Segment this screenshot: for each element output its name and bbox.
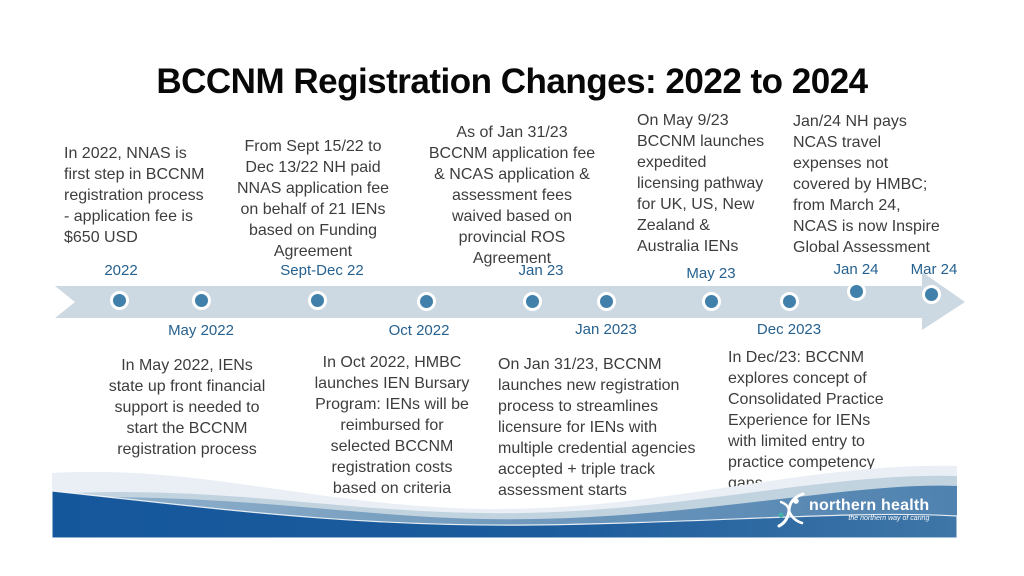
- event-note-dec-2023-detail: In Dec/23: BCCNM explores concept of Con…: [728, 349, 884, 492]
- timeline-dot-dec-2023: [780, 292, 799, 311]
- timeline-dot-oct-2022: [417, 292, 436, 311]
- event-note-oct-2022-detail: In Oct 2022, HMBC launches IEN Bursary P…: [314, 354, 470, 497]
- timeline-dot-may-23: [702, 292, 721, 311]
- timeline-dot-jan-23: [523, 292, 542, 311]
- event-note-jan-23: As of Jan 31/23 BCCNM application fee & …: [428, 124, 596, 267]
- northern-health-logo: northern health the northern way of cari…: [776, 490, 930, 532]
- northern-health-wordmark: northern health: [809, 497, 930, 514]
- timeline-date-label: Oct 2022: [388, 322, 450, 339]
- timeline-date-label: Jan 2023: [575, 321, 637, 338]
- wave-layer-dark: [52, 490, 957, 538]
- event-note-2022: In 2022, NNAS is first step in BCCNM reg…: [64, 145, 205, 246]
- timeline-dot-sept-dec-22: [308, 291, 327, 310]
- event-note-jan-24: Jan/24 NH pays NCAS travel expenses not …: [793, 113, 940, 256]
- event-note-jan-2023-detail: On Jan 31/23, BCCNM launches new registr…: [498, 356, 696, 499]
- northern-health-figure-icon: [777, 492, 805, 528]
- timeline-date-label: 2022: [104, 262, 138, 279]
- northern-health-tagline: the northern way of caring: [848, 515, 930, 522]
- footer-wave: [52, 465, 957, 538]
- timeline-dot-jan-24: [847, 282, 866, 301]
- timeline-date-label: Jan 24: [833, 261, 879, 278]
- timeline-date-label: Sept-Dec 22: [280, 262, 364, 279]
- event-note-sept-dec-22: From Sept 15/22 to Dec 13/22 NH paid NNA…: [236, 138, 390, 260]
- timeline-dot-mar-24: [922, 285, 941, 304]
- timeline-dot-jan-2023: [597, 292, 616, 311]
- timeline-dot-2022: [110, 291, 129, 310]
- timeline-dot-may-2022: [192, 291, 211, 310]
- timeline-date-label: Mar 24: [910, 261, 958, 278]
- timeline-date-label: May 23: [686, 265, 736, 282]
- timeline-date-label: Dec 2023: [756, 321, 822, 338]
- slide-title: BCCNM Registration Changes: 2022 to 2024: [156, 62, 868, 101]
- timeline-date-label: Jan 23: [518, 262, 564, 279]
- event-note-may-2022-detail: In May 2022, IENs state up front financi…: [108, 357, 266, 458]
- event-note-may-23: On May 9/23 BCCNM launches expedited lic…: [637, 112, 765, 255]
- timeline-date-label: May 2022: [168, 322, 234, 339]
